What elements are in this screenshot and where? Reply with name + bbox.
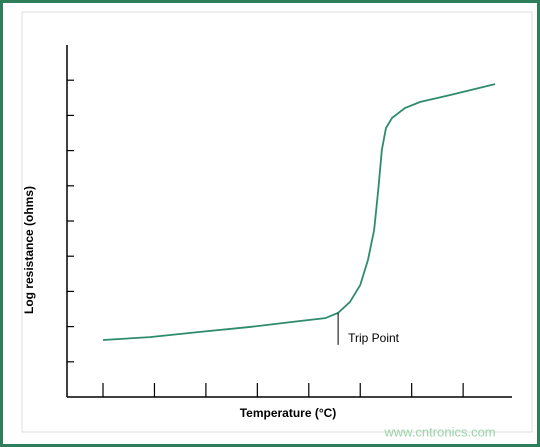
watermark: www.cntronics.com [383, 424, 495, 439]
line-series [102, 83, 496, 341]
x-axis-label: Temperature (°C) [240, 406, 337, 420]
y-axis-label: Log resistance (ohms) [22, 186, 36, 314]
annotation-text: Trip Point [348, 331, 400, 345]
chart-border [21, 11, 533, 433]
